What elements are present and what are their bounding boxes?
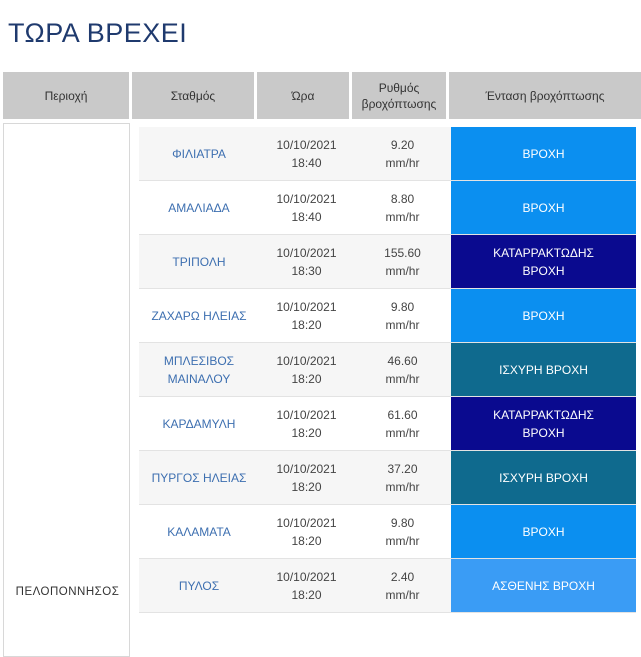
rate-unit: mm/hr: [385, 263, 420, 278]
date-text: 10/10/2021: [276, 461, 337, 476]
table-row: ΜΠΛΕΣΙΒΟΣ ΜΑΙΝΑΛΟΥ 10/10/2021 18:20 46.60 mm…: [139, 343, 636, 397]
rate-unit: mm/hr: [385, 317, 420, 332]
rate-value: 46.60: [387, 353, 418, 368]
rate-unit: mm/hr: [385, 209, 420, 224]
time-text: 18:20: [291, 533, 322, 548]
header-region[interactable]: Περιοχή: [3, 72, 132, 119]
date-text: 10/10/2021: [276, 137, 337, 152]
rate-unit: mm/hr: [385, 587, 420, 602]
station-rows: ΦΙΛΙΑΤΡΑ 10/10/2021 18:40 9.20 mm/hr ΒΡΟΧΗ ΑΜΑ…: [139, 127, 636, 613]
time-cell: 10/10/2021 18:20: [259, 559, 354, 612]
rate-cell: 61.60 mm/hr: [354, 397, 451, 450]
date-text: 10/10/2021: [276, 299, 337, 314]
region-cell: ΠΕΛΟΠΟΝΝΗΣΟΣ: [3, 123, 130, 657]
date-text: 10/10/2021: [276, 245, 337, 260]
region-label: ΠΕΛΟΠΟΝΝΗΣΟΣ: [15, 586, 120, 598]
rate-value: 37.20: [387, 461, 418, 476]
station-link[interactable]: ΜΠΛΕΣΙΒΟΣ ΜΑΙΝΑΛΟΥ: [163, 353, 235, 386]
intensity-badge: ΙΣΧΥΡΗ ΒΡΟΧΗ: [451, 343, 636, 396]
table-header: Περιοχή Σταθμός Ώρα Ρυθμός βροχόπτωσης Έ…: [3, 72, 641, 119]
header-rate[interactable]: Ρυθμός βροχόπτωσης: [352, 72, 449, 119]
rate-cell: 155.60 mm/hr: [354, 235, 451, 288]
time-text: 18:40: [291, 155, 322, 170]
rain-table: Περιοχή Σταθμός Ώρα Ρυθμός βροχόπτωσης Έ…: [3, 72, 641, 657]
station-link[interactable]: ΠΥΡΓΟΣ ΗΛΕΙΑΣ: [151, 470, 247, 485]
station-link[interactable]: ΠΥΛΟΣ: [178, 578, 220, 593]
header-intensity[interactable]: Ένταση βροχόπτωσης: [449, 72, 641, 119]
rate-unit: mm/hr: [385, 371, 420, 386]
station-link[interactable]: ΖΑΧΑΡΩ ΗΛΕΙΑΣ: [151, 308, 247, 323]
time-text: 18:40: [291, 209, 322, 224]
rate-cell: 37.20 mm/hr: [354, 451, 451, 504]
date-text: 10/10/2021: [276, 407, 337, 422]
rate-cell: 9.80 mm/hr: [354, 505, 451, 558]
date-text: 10/10/2021: [276, 353, 337, 368]
intensity-badge: ΒΡΟΧΗ: [451, 127, 636, 180]
rate-cell: 46.60 mm/hr: [354, 343, 451, 396]
date-text: 10/10/2021: [276, 569, 337, 584]
intensity-badge: ΙΣΧΥΡΗ ΒΡΟΧΗ: [451, 451, 636, 504]
page-title: ΤΩΡΑ ΒΡΕΧΕΙ: [8, 18, 188, 48]
table-row: ΑΜΑΛΙΑΔΑ 10/10/2021 18:40 8.80 mm/hr ΒΡΟΧΗ: [139, 181, 636, 235]
header-station[interactable]: Σταθμός: [132, 72, 257, 119]
intensity-badge: ΚΑΤΑΡΡΑΚΤΩΔΗΣ ΒΡΟΧΗ: [451, 397, 636, 450]
time-cell: 10/10/2021 18:20: [259, 289, 354, 342]
time-cell: 10/10/2021 18:20: [259, 451, 354, 504]
rate-unit: mm/hr: [385, 533, 420, 548]
header-time[interactable]: Ώρα: [257, 72, 352, 119]
station-link[interactable]: ΤΡΙΠΟΛΗ: [172, 254, 226, 269]
time-text: 18:20: [291, 587, 322, 602]
station-link[interactable]: ΚΑΡΔΑΜΥΛΗ: [162, 416, 236, 431]
time-cell: 10/10/2021 18:40: [259, 181, 354, 234]
rate-unit: mm/hr: [385, 425, 420, 440]
station-link[interactable]: ΚΑΛΑΜΑΤΑ: [167, 524, 231, 539]
rate-cell: 8.80 mm/hr: [354, 181, 451, 234]
intensity-badge: ΒΡΟΧΗ: [451, 505, 636, 558]
table-row: ΚΑΛΑΜΑΤΑ 10/10/2021 18:20 9.80 mm/hr ΒΡΟΧΗ: [139, 505, 636, 559]
time-cell: 10/10/2021 18:20: [259, 343, 354, 396]
table-row: ΖΑΧΑΡΩ ΗΛΕΙΑΣ 10/10/2021 18:20 9.80 mm/hr ΒΡΟ…: [139, 289, 636, 343]
intensity-badge: ΚΑΤΑΡΡΑΚΤΩΔΗΣ ΒΡΟΧΗ: [451, 235, 636, 288]
intensity-badge: ΒΡΟΧΗ: [451, 289, 636, 342]
table-row: ΤΡΙΠΟΛΗ 10/10/2021 18:30 155.60 mm/hr ΚΑΤΑΡΡΑ…: [139, 235, 636, 289]
rate-unit: mm/hr: [385, 155, 420, 170]
date-text: 10/10/2021: [276, 515, 337, 530]
rate-value: 8.80: [390, 191, 415, 206]
time-cell: 10/10/2021 18:20: [259, 397, 354, 450]
date-text: 10/10/2021: [276, 191, 337, 206]
time-text: 18:20: [291, 479, 322, 494]
station-link[interactable]: ΑΜΑΛΙΑΔΑ: [168, 200, 230, 215]
time-text: 18:20: [291, 317, 322, 332]
table-row: ΦΙΛΙΑΤΡΑ 10/10/2021 18:40 9.20 mm/hr ΒΡΟΧΗ: [139, 127, 636, 181]
time-cell: 10/10/2021 18:40: [259, 127, 354, 180]
time-cell: 10/10/2021 18:30: [259, 235, 354, 288]
rate-value: 61.60: [387, 407, 418, 422]
time-text: 18:20: [291, 371, 322, 386]
table-row: ΚΑΡΔΑΜΥΛΗ 10/10/2021 18:20 61.60 mm/hr ΚΑΤΑΡΡ…: [139, 397, 636, 451]
rate-cell: 9.80 mm/hr: [354, 289, 451, 342]
intensity-badge: ΑΣΘΕΝΗΣ ΒΡΟΧΗ: [451, 559, 636, 612]
rate-value: 155.60: [384, 245, 421, 260]
time-text: 18:20: [291, 425, 322, 440]
rate-unit: mm/hr: [385, 479, 420, 494]
rate-cell: 2.40 mm/hr: [354, 559, 451, 612]
intensity-badge: ΒΡΟΧΗ: [451, 181, 636, 234]
rate-value: 9.20: [390, 137, 415, 152]
rate-cell: 9.20 mm/hr: [354, 127, 451, 180]
table-row: ΠΥΛΟΣ 10/10/2021 18:20 2.40 mm/hr ΑΣΘΕΝΗΣ ΒΡΟ…: [139, 559, 636, 613]
rate-value: 9.80: [390, 299, 415, 314]
rate-value: 9.80: [390, 515, 415, 530]
station-link[interactable]: ΦΙΛΙΑΤΡΑ: [172, 146, 226, 161]
table-row: ΠΥΡΓΟΣ ΗΛΕΙΑΣ 10/10/2021 18:20 37.20 mm/hr ΙΣ…: [139, 451, 636, 505]
time-cell: 10/10/2021 18:20: [259, 505, 354, 558]
rate-value: 2.40: [390, 569, 415, 584]
time-text: 18:30: [291, 263, 322, 278]
